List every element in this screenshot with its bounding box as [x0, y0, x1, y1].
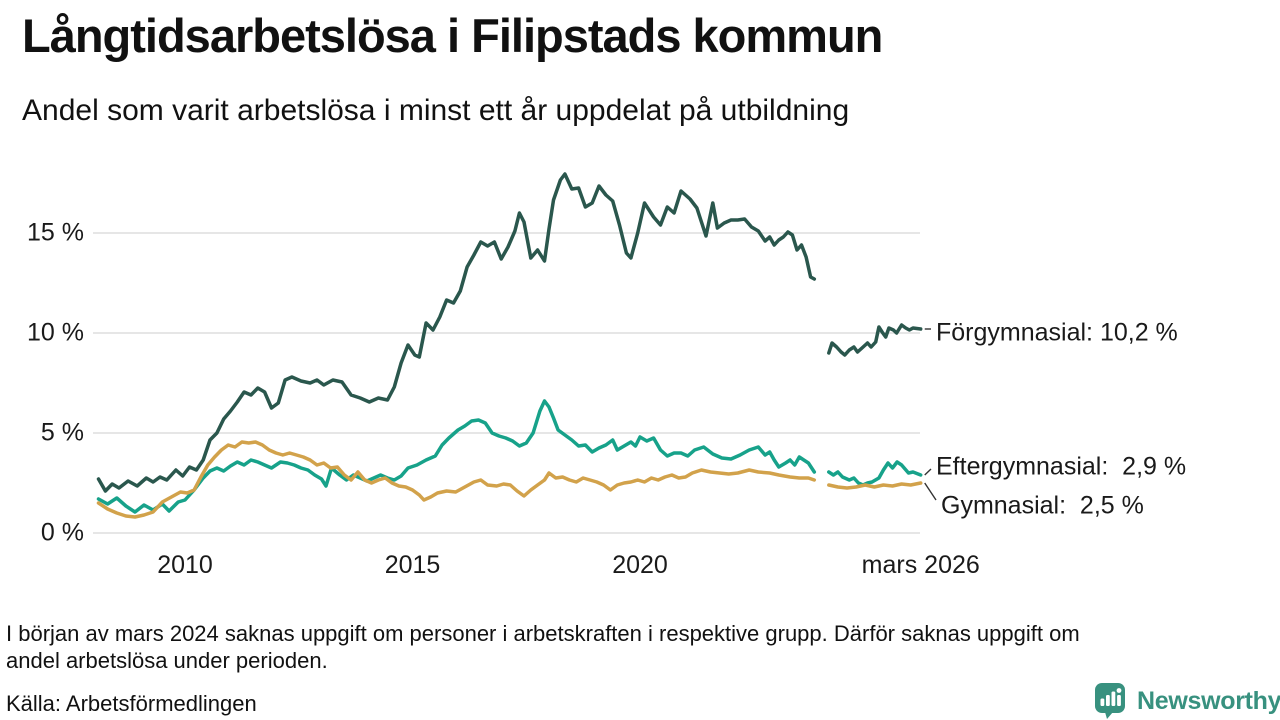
newsworthy-wordmark: Newsworthy [1137, 686, 1280, 715]
footnote-line-2: andel arbetslösa under perioden. [6, 648, 328, 673]
y-tick-15: 15 % [27, 218, 84, 247]
series-label-0: Förgymnasial: 10,2 % [936, 318, 1178, 347]
series-label-2: Gymnasial: 2,5 % [941, 491, 1144, 520]
line-0-segment-1 [827, 323, 923, 357]
line-0-segment-0 [96, 172, 817, 493]
line-1-segment-1 [827, 460, 923, 487]
line-2-segment-1 [827, 481, 923, 490]
x-tick-mars-2026: mars 2026 [861, 551, 980, 579]
leader-line-2 [924, 482, 937, 501]
chart-subtitle: Andel som varit arbetslösa i minst ett å… [22, 94, 850, 127]
x-tick-2020: 2020 [612, 551, 668, 579]
footnote-line-1: I början av mars 2024 saknas uppgift om … [6, 621, 1080, 646]
y-tick-10: 10 % [27, 318, 84, 347]
y-tick-0: 0 % [40, 518, 84, 547]
line-2-segment-0 [96, 440, 817, 519]
newsworthy-bubble-icon [1095, 683, 1125, 719]
chart-footnote: I början av mars 2024 saknas uppgift om … [6, 620, 1080, 674]
page-title: Långtidsarbetslösa i Filipstads kommun [22, 9, 883, 62]
y-tick-5: 5 % [40, 418, 84, 447]
newsworthy-logo: Newsworthy [1094, 682, 1280, 720]
x-tick-2010: 2010 [157, 551, 213, 579]
x-tick-2015: 2015 [384, 551, 441, 579]
leader-line-1 [924, 468, 932, 476]
line-1-segment-0 [96, 399, 817, 514]
series-label-1: Eftergymnasial: 2,9 % [936, 452, 1187, 481]
source-attribution: Källa: Arbetsförmedlingen [6, 691, 257, 716]
